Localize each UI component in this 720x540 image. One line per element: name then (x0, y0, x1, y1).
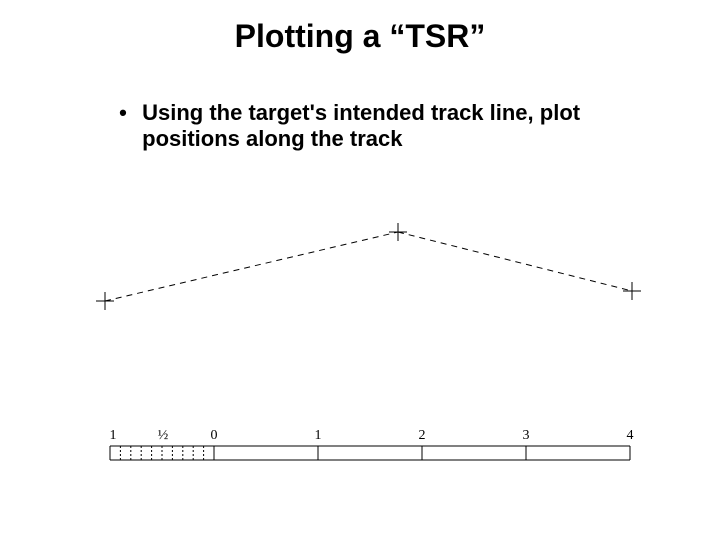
track-diagram (0, 0, 720, 540)
scale-label: 3 (523, 428, 530, 444)
scale-label: 2 (419, 428, 426, 444)
scale-label: ½ (158, 428, 169, 444)
scale-label: 1 (110, 428, 117, 444)
scale-label: 0 (211, 428, 218, 444)
scale-label: 4 (627, 428, 634, 444)
scale-label: 1 (315, 428, 322, 444)
